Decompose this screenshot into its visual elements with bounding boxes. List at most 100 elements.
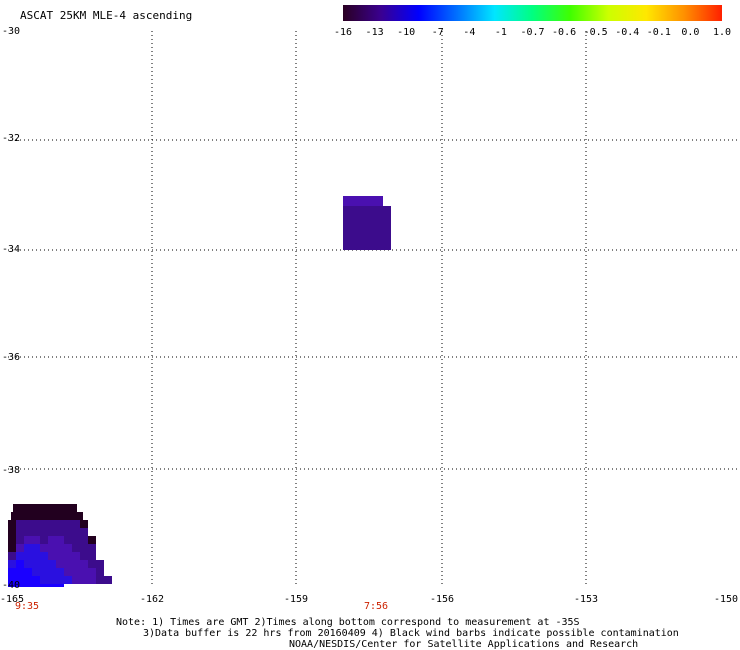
wind-cell xyxy=(64,568,72,576)
wind-cell xyxy=(59,512,67,520)
wind-cell xyxy=(72,560,80,568)
colorbar-tick-label: -0.5 xyxy=(583,27,608,38)
wind-cell xyxy=(8,584,64,587)
wind-cell xyxy=(80,576,88,584)
note-line-2: 3)Data buffer is 22 hrs from 20160409 4)… xyxy=(143,628,679,639)
wind-cell xyxy=(32,528,40,536)
wind-cell xyxy=(56,552,64,560)
wind-cell xyxy=(88,576,96,584)
wind-cell xyxy=(88,536,96,544)
wind-cell xyxy=(16,560,24,568)
grid-lines xyxy=(8,31,740,587)
wind-cell xyxy=(29,504,37,512)
wind-cell xyxy=(56,568,64,576)
wind-cell xyxy=(16,536,24,544)
lat-label-30: -30 xyxy=(2,26,21,37)
wind-cell xyxy=(343,196,383,206)
wind-cell xyxy=(64,520,72,528)
wind-cell xyxy=(32,576,40,584)
wind-cell xyxy=(48,552,56,560)
colorbar-tick-label: 1.0 xyxy=(712,27,732,38)
wind-cell xyxy=(75,512,83,520)
wind-cell xyxy=(96,568,104,576)
note-line-3: NOAA/NESDIS/Center for Satellite Applica… xyxy=(289,639,639,650)
wind-cell xyxy=(24,536,32,544)
wind-cell xyxy=(8,520,16,528)
wind-cell xyxy=(16,576,24,584)
wind-cell xyxy=(69,504,77,512)
wind-cell xyxy=(8,552,16,560)
wind-cell xyxy=(16,520,24,528)
wind-cell xyxy=(48,528,56,536)
wind-cell xyxy=(56,528,64,536)
wind-cell xyxy=(37,504,45,512)
wind-cell xyxy=(80,536,88,544)
wind-cell xyxy=(48,560,56,568)
colorbar-tick-label: -0.7 xyxy=(520,27,545,38)
wind-cell xyxy=(88,552,96,560)
wind-cell xyxy=(40,576,48,584)
wind-cell xyxy=(88,544,96,552)
wind-cell xyxy=(24,560,32,568)
wind-cell xyxy=(24,520,32,528)
lon-label-150: -150 xyxy=(713,594,739,605)
wind-cell xyxy=(48,576,56,584)
wind-cell xyxy=(40,528,48,536)
wind-cell xyxy=(32,520,40,528)
wind-cell xyxy=(64,576,72,584)
wind-cell xyxy=(40,552,48,560)
wind-cell xyxy=(24,528,32,536)
wind-cell xyxy=(67,512,75,520)
wind-cell xyxy=(72,536,80,544)
wind-cell xyxy=(24,552,32,560)
wind-cell xyxy=(35,512,43,520)
wind-cell xyxy=(53,504,61,512)
wind-cell xyxy=(43,512,51,520)
wind-cell xyxy=(8,576,16,584)
colorbar-tick-label: -1 xyxy=(494,27,507,38)
wind-cell xyxy=(8,536,16,544)
wind-cell xyxy=(16,544,24,552)
lon-label-153: -153 xyxy=(573,594,599,605)
wind-cell xyxy=(64,536,72,544)
wind-cell xyxy=(80,568,88,576)
wind-cell xyxy=(16,552,24,560)
colorbar-tick-label: -4 xyxy=(463,27,476,38)
lat-label-32: -32 xyxy=(2,133,21,144)
colorbar-tick-label: -0.6 xyxy=(552,27,577,38)
lat-label-36: -36 xyxy=(2,352,21,363)
colorbar-tick-label: -0.4 xyxy=(615,27,640,38)
time-label-0756: 7:56 xyxy=(363,601,389,612)
colorbar-tick-label: -0.1 xyxy=(646,27,671,38)
wind-cell xyxy=(64,560,72,568)
note-line-1: Note: 1) Times are GMT 2)Times along bot… xyxy=(116,617,580,628)
wind-cell xyxy=(72,544,80,552)
wind-cell xyxy=(56,576,64,584)
wind-cell xyxy=(19,512,27,520)
wind-cell xyxy=(32,560,40,568)
wind-cell xyxy=(72,576,80,584)
wind-cell xyxy=(64,544,72,552)
lon-label-156: -156 xyxy=(429,594,455,605)
wind-cell xyxy=(32,536,40,544)
lon-label-159: -159 xyxy=(283,594,309,605)
wind-cell xyxy=(80,520,88,528)
wind-cell xyxy=(96,576,104,584)
wind-cell xyxy=(64,552,72,560)
wind-cell xyxy=(16,568,24,576)
wind-cell xyxy=(45,504,53,512)
wind-cell xyxy=(32,544,40,552)
lat-label-34: -34 xyxy=(2,244,21,255)
wind-cell xyxy=(80,528,88,536)
wind-cell xyxy=(32,568,40,576)
wind-cell xyxy=(104,576,112,584)
wind-cell xyxy=(24,544,32,552)
wind-cell xyxy=(80,544,88,552)
wind-cell xyxy=(40,536,48,544)
wind-data-cells xyxy=(8,196,391,587)
wind-cell xyxy=(80,560,88,568)
wind-cell xyxy=(8,528,16,536)
wind-cell xyxy=(8,568,16,576)
lat-label-40: -40 xyxy=(2,580,21,591)
